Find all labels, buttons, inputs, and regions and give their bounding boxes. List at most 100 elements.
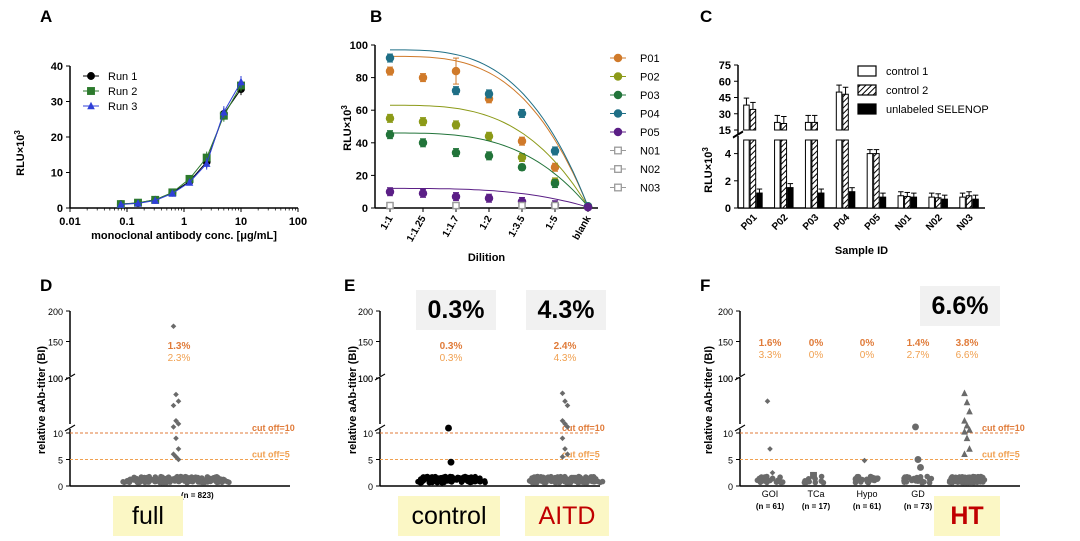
data-point-gd: [912, 423, 919, 431]
data-point-ht: [963, 434, 971, 442]
percent-annotation: 0%: [809, 350, 824, 361]
fit-curve-p03: [390, 132, 589, 207]
bar-unlabeled-selenop: [756, 192, 763, 209]
x-tick-label: 1: [181, 216, 187, 228]
bar-control-1: [835, 139, 843, 209]
data-point-aitd: [562, 421, 568, 427]
bar-control-1: [959, 196, 966, 209]
axis-break: [734, 373, 746, 381]
data-point-gd: [914, 456, 922, 463]
data-point-gd: [914, 475, 920, 481]
y-tick-label: 150: [48, 338, 63, 348]
data-point-p03: [385, 130, 395, 139]
y-tick-label: 60: [719, 76, 731, 88]
data-point-aitd: [532, 476, 538, 482]
data-point-run-3: [202, 159, 211, 167]
data-point-aitd: [541, 479, 547, 486]
data-point-p02: [385, 114, 395, 123]
y-tick-label: 200: [718, 307, 733, 317]
y-tick-label: 200: [358, 307, 373, 317]
data-point-p01: [517, 136, 527, 146]
y-tick-label: 200: [48, 307, 63, 317]
group-n-label: (n = 17): [802, 502, 831, 511]
legend-label: Run 2: [108, 86, 137, 98]
data-point-full: [173, 391, 179, 398]
y-tick-label: 10: [53, 429, 63, 439]
y-tick-label: 100: [48, 374, 63, 384]
legend-marker: [87, 87, 95, 95]
x-tick-label: 0.1: [119, 216, 134, 228]
percent-annotation: 1.6%: [759, 338, 782, 349]
legend-label: P02: [640, 72, 660, 84]
data-point-tca: [810, 471, 817, 479]
data-point-ht: [966, 445, 973, 452]
highlight-ht-percent: 6.6%: [920, 286, 1000, 326]
data-point-aitd: [562, 475, 568, 481]
bar-unlabeled-selenop: [972, 198, 979, 209]
data-point-run-3: [134, 199, 142, 207]
bar-unlabeled-selenop: [910, 196, 918, 209]
y-axis-label: relative aAb-titer (BI): [36, 346, 48, 455]
data-point-ht: [980, 477, 987, 483]
y-tick-label: 100: [358, 374, 373, 384]
cutoff-label: cut off=5: [252, 450, 290, 460]
group-label: TCa: [807, 489, 824, 499]
x-axis-label: Dilition: [468, 252, 506, 264]
fit-curve-p01: [390, 55, 589, 207]
data-point-full: [226, 479, 232, 486]
bar-control-2: [842, 93, 849, 131]
data-point-tca: [818, 473, 825, 480]
group-n-label: (n = 61): [853, 502, 882, 511]
data-point-ht: [961, 427, 968, 435]
data-point-goi: [767, 446, 773, 452]
percent-annotation: 2.3%: [168, 353, 191, 364]
y-tick-label: 2: [725, 176, 731, 188]
series-line-run-1: [120, 88, 242, 205]
legend-swatch: [857, 103, 877, 115]
bar-control-2: [934, 197, 942, 209]
data-point-aitd: [546, 476, 552, 483]
y-tick-label: 10: [723, 429, 733, 439]
x-tick-label: P04: [832, 212, 853, 233]
data-point-ht: [963, 421, 971, 429]
x-tick-label: 1:3.5: [507, 214, 528, 240]
y-axis-label: RLU×103: [701, 147, 715, 193]
data-point-tca: [818, 478, 825, 484]
legend-marker: [614, 165, 622, 173]
data-point-gd: [902, 477, 909, 484]
y-tick-label: 100: [718, 374, 733, 384]
data-point-p01: [385, 66, 395, 76]
data-point-tca: [806, 478, 812, 485]
x-tick-label: P05: [863, 212, 884, 233]
data-point-full: [183, 474, 190, 481]
legend-label: control 2: [886, 85, 928, 97]
bar-control-2: [811, 139, 818, 209]
percent-annotation: 1.4%: [907, 338, 930, 349]
data-point-full: [175, 398, 182, 405]
data-point-p01: [550, 162, 560, 172]
y-axis-label: relative aAb-titer (BI): [703, 346, 715, 455]
data-point-p03: [484, 151, 494, 161]
data-point-full: [175, 446, 182, 452]
legend-marker: [614, 146, 622, 155]
y-tick-label: 0: [368, 482, 373, 492]
data-point-ht: [946, 478, 953, 484]
y-tick-label: 0: [362, 203, 368, 215]
data-point-aitd: [587, 476, 593, 482]
data-point-p04: [451, 86, 461, 95]
cutoff-label: cut off=10: [982, 423, 1025, 433]
data-point-control: [441, 477, 447, 483]
highlight-ht-label: HT: [934, 496, 1000, 536]
data-point-ht: [953, 477, 960, 484]
bar-control-2: [965, 195, 973, 209]
data-point-p03: [451, 148, 461, 157]
data-point-p04: [385, 53, 395, 63]
data-point-goi: [764, 398, 771, 405]
bar-unlabeled-selenop: [879, 196, 887, 209]
fit-curve-p02: [390, 104, 589, 207]
data-point-p02: [484, 132, 494, 141]
percent-annotation: 2.4%: [554, 341, 577, 352]
data-point-p05: [484, 193, 494, 203]
y-tick-label: 75: [719, 60, 731, 72]
